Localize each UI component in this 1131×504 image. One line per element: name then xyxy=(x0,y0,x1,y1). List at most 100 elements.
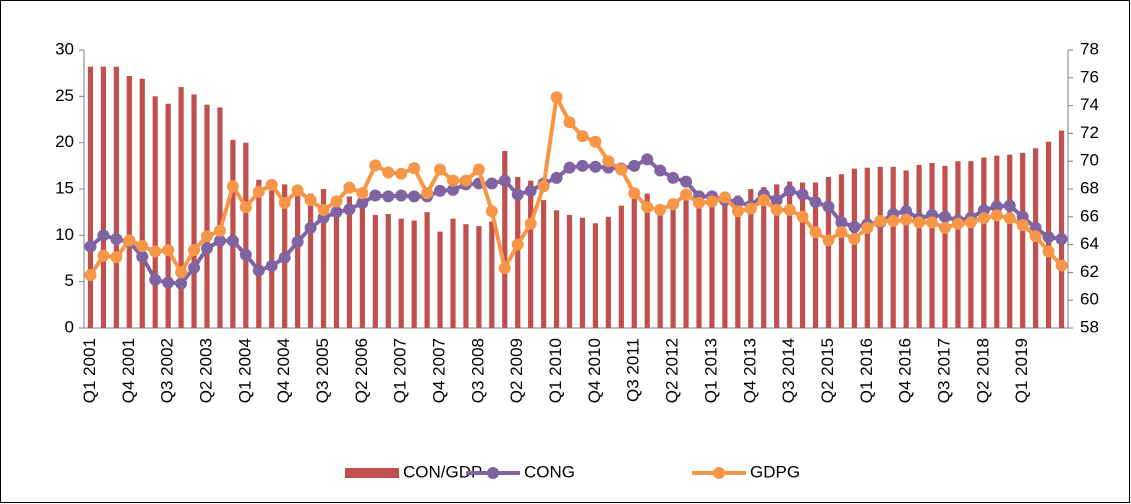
x-tick-label: Q1 2016 xyxy=(857,338,876,403)
marker xyxy=(447,174,459,187)
marker xyxy=(524,217,537,230)
marker xyxy=(239,201,252,214)
marker xyxy=(123,234,136,247)
marker xyxy=(447,183,459,196)
bar xyxy=(87,66,94,329)
bar xyxy=(670,202,676,328)
bar xyxy=(748,189,754,328)
bar xyxy=(476,226,482,328)
marker xyxy=(809,226,822,239)
marker xyxy=(472,163,485,176)
legend-label: CON/GDP xyxy=(403,462,482,481)
x-tick-label: Q1 2019 xyxy=(1012,338,1031,403)
bar xyxy=(799,182,806,328)
marker xyxy=(149,273,162,286)
bar xyxy=(903,170,909,328)
bar xyxy=(722,193,728,328)
bar xyxy=(1007,154,1013,328)
marker xyxy=(291,235,304,248)
bar xyxy=(165,103,171,328)
marker xyxy=(913,216,926,229)
x-tick-label: Q1 2004 xyxy=(235,338,254,403)
marker xyxy=(382,166,395,179)
x-tick-label: Q3 2005 xyxy=(313,338,332,403)
marker xyxy=(1042,245,1055,258)
marker xyxy=(188,244,201,257)
legend-marker xyxy=(487,467,499,479)
marker xyxy=(654,203,667,216)
marker xyxy=(343,181,356,194)
marker xyxy=(783,184,796,197)
marker xyxy=(1003,212,1016,225)
bar xyxy=(761,187,767,328)
marker xyxy=(330,206,343,219)
marker xyxy=(576,130,589,143)
marker xyxy=(84,240,97,253)
bar xyxy=(269,181,275,328)
marker xyxy=(226,180,239,193)
bar xyxy=(385,214,391,328)
marker xyxy=(563,116,576,129)
y2-tick-label: 66 xyxy=(1080,206,1099,225)
bar xyxy=(735,195,741,328)
marker xyxy=(485,205,498,218)
y2-tick-label: 70 xyxy=(1080,151,1099,170)
bar xyxy=(929,163,935,328)
marker xyxy=(977,212,990,225)
marker xyxy=(563,161,576,174)
x-tick-label: Q4 2001 xyxy=(119,338,138,403)
marker xyxy=(939,221,951,234)
bar xyxy=(618,205,624,328)
marker xyxy=(110,251,123,264)
bar xyxy=(528,180,534,328)
marker xyxy=(369,159,382,172)
y2-tick-label: 74 xyxy=(1080,95,1099,114)
y2-tick-label: 58 xyxy=(1080,317,1099,336)
marker xyxy=(317,203,330,216)
marker xyxy=(434,184,447,197)
marker xyxy=(628,159,641,172)
y2-tick-label: 62 xyxy=(1080,262,1099,281)
marker xyxy=(136,250,149,263)
marker xyxy=(1042,231,1055,244)
marker xyxy=(304,221,317,234)
marker xyxy=(395,167,408,180)
marker xyxy=(1029,221,1042,234)
marker xyxy=(343,203,356,216)
marker xyxy=(926,216,939,229)
y2-tick-label: 64 xyxy=(1080,234,1099,253)
marker xyxy=(796,210,809,223)
y-tick-label: 10 xyxy=(55,225,74,244)
marker xyxy=(265,178,278,191)
marker xyxy=(822,234,835,247)
bar xyxy=(838,174,845,328)
marker xyxy=(900,213,913,226)
marker xyxy=(731,205,744,218)
x-tick-label: Q2 2012 xyxy=(663,338,682,403)
x-tick-label: Q4 2010 xyxy=(585,338,604,403)
marker xyxy=(951,217,964,230)
bar xyxy=(204,104,210,328)
marker xyxy=(757,194,770,207)
x-tick-label: Q2 2006 xyxy=(352,338,371,403)
bar xyxy=(955,161,961,328)
marker xyxy=(550,171,563,184)
marker xyxy=(641,153,654,166)
marker xyxy=(641,201,654,214)
marker xyxy=(239,248,252,261)
x-tick-label: Q1 2010 xyxy=(546,338,565,403)
marker xyxy=(900,205,913,218)
bar xyxy=(178,87,184,328)
marker xyxy=(278,196,291,209)
bar xyxy=(553,210,560,328)
bar xyxy=(916,164,922,328)
y-tick-label: 15 xyxy=(55,178,74,197)
bar xyxy=(592,223,599,328)
marker xyxy=(1055,259,1068,272)
marker xyxy=(395,189,408,202)
marker xyxy=(939,210,951,223)
bar xyxy=(774,184,780,328)
bar xyxy=(696,198,702,328)
bar xyxy=(230,139,236,328)
marker xyxy=(213,224,226,237)
